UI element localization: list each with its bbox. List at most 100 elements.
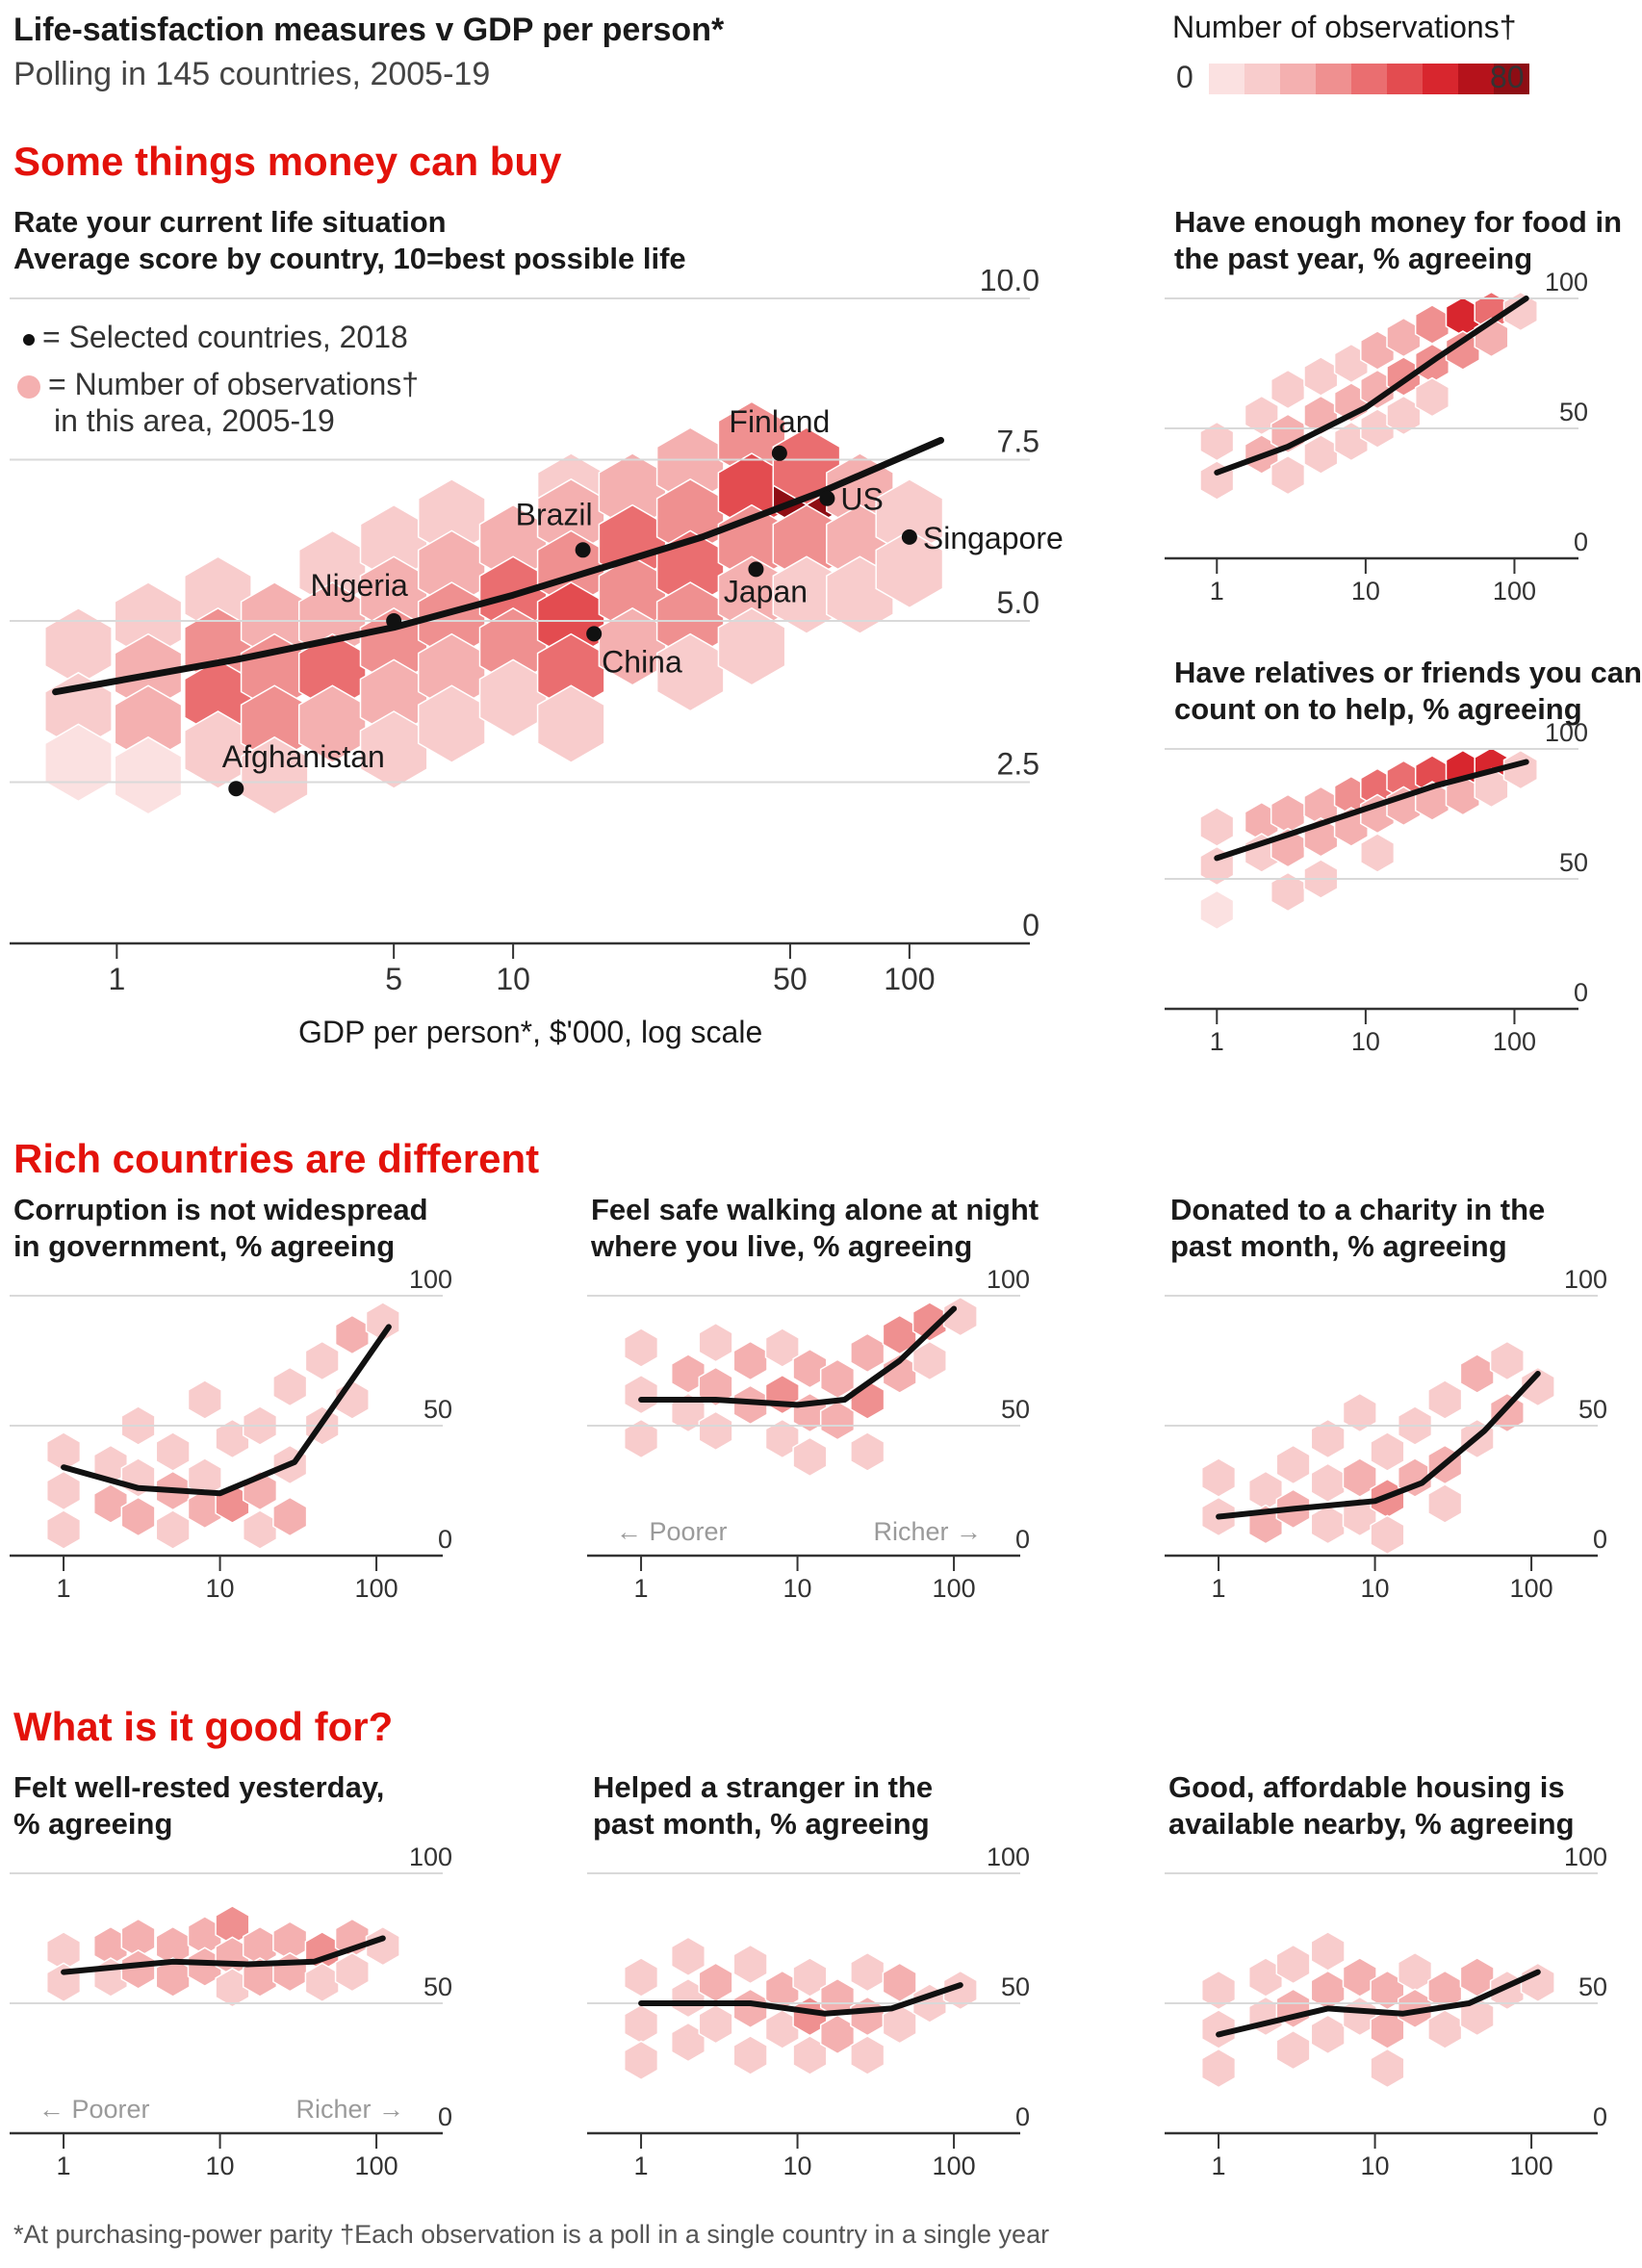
section-heading-money: Some things money can buy bbox=[13, 139, 562, 184]
main-legend-hex: = Number of observations† in this area, … bbox=[17, 366, 419, 439]
y-tick-label: 2.5 bbox=[997, 747, 1039, 782]
y-tick-label: 50 bbox=[1001, 1972, 1030, 2001]
x-tick-label: 10 bbox=[1361, 1574, 1390, 1603]
density-hex bbox=[272, 1951, 308, 1993]
y-tick-label: 0 bbox=[1574, 978, 1588, 1007]
panel-title-line: available nearby, % agreeing bbox=[1168, 1807, 1575, 1841]
trend-line bbox=[638, 1982, 963, 2017]
density-hex bbox=[1199, 889, 1235, 931]
poorer-note: ← Poorer bbox=[616, 1517, 728, 1546]
y-tick-label: 100 bbox=[409, 1843, 452, 1871]
density-hex bbox=[304, 1340, 340, 1381]
trend-line bbox=[1216, 1969, 1541, 2038]
density-hex bbox=[732, 1340, 768, 1381]
density-hex bbox=[155, 1509, 191, 1550]
density-hex bbox=[334, 1951, 370, 1993]
density-hex bbox=[792, 1436, 828, 1478]
x-tick-label: 10 bbox=[783, 2152, 812, 2180]
density-hex bbox=[717, 606, 786, 686]
y-tick-label: 0 bbox=[1593, 1525, 1607, 1554]
y-tick-label: 100 bbox=[987, 1843, 1030, 1871]
legend-swatch-1 bbox=[1244, 64, 1280, 94]
panel-title-friends: Have relatives or friends you can count … bbox=[1174, 655, 1642, 728]
density-hex bbox=[45, 1470, 82, 1511]
density-hex bbox=[1427, 1379, 1463, 1420]
x-tick-label: 1 bbox=[634, 1574, 649, 1603]
chart-subtitle: Polling in 145 countries, 2005-19 bbox=[13, 56, 491, 92]
density-hex bbox=[792, 1348, 828, 1389]
legend-swatch-8 bbox=[1494, 64, 1529, 94]
density-hex bbox=[155, 1431, 191, 1472]
color-legend-min: 0 bbox=[1176, 60, 1193, 94]
trend-line bbox=[61, 1935, 386, 1975]
main-panel-title: Rate your current life situation Average… bbox=[13, 204, 686, 277]
x-tick-label: 1 bbox=[1212, 2152, 1226, 2180]
x-tick-label: 100 bbox=[355, 1574, 398, 1603]
y-tick-label: 50 bbox=[423, 1972, 452, 2001]
density-hex bbox=[623, 2003, 659, 2045]
country-label-nigeria: Nigeria bbox=[310, 568, 408, 603]
x-tick-label: 1 bbox=[1212, 1574, 1226, 1603]
panel-title-line: past month, % agreeing bbox=[593, 1807, 930, 1841]
y-tick-label: 50 bbox=[1559, 848, 1588, 877]
corruption-chart: 0 50 100 1 10 100 bbox=[10, 1265, 452, 1603]
density-hex bbox=[1342, 1392, 1377, 1433]
density-hex bbox=[670, 1392, 706, 1433]
trend-line bbox=[52, 436, 944, 696]
y-tick-label: 5.0 bbox=[997, 585, 1039, 620]
rested-chart: 0 50 100 1 10 100 ← Poorer Richer → bbox=[10, 1843, 452, 2180]
panel-title-line: Donated to a charity in the bbox=[1170, 1193, 1546, 1226]
density-hex bbox=[1200, 2048, 1237, 2089]
density-hex bbox=[698, 1366, 733, 1407]
density-hex bbox=[623, 1374, 659, 1415]
country-label-china: China bbox=[602, 644, 682, 679]
y-tick-label: 100 bbox=[1564, 1843, 1607, 1871]
density-hex bbox=[114, 735, 183, 815]
density-hex bbox=[1370, 1514, 1405, 1556]
x-tick-label: 100 bbox=[355, 2152, 398, 2180]
panel-title-line: where you live, % agreeing bbox=[591, 1229, 973, 1263]
country-label-afghanistan: Afghanistan bbox=[222, 739, 385, 774]
y-tick-label: 50 bbox=[423, 1395, 452, 1424]
x-tick-label: 1 bbox=[57, 1574, 71, 1603]
y-tick-label: 10.0 bbox=[980, 270, 1039, 297]
density-hex bbox=[365, 1925, 400, 1967]
y-tick-label: 100 bbox=[409, 1265, 452, 1294]
main-legend-hex-label2: in this area, 2005-19 bbox=[54, 403, 335, 438]
y-tick-label: 100 bbox=[1545, 270, 1588, 296]
density-hex bbox=[1275, 2029, 1311, 2071]
y-tick-label: 50 bbox=[1001, 1395, 1030, 1424]
density-hex bbox=[764, 1327, 800, 1368]
x-tick-label: 1 bbox=[108, 962, 125, 996]
density-hex bbox=[732, 1944, 768, 1985]
country-point-japan bbox=[748, 561, 764, 578]
density-hex bbox=[1520, 1366, 1555, 1407]
density-hex bbox=[942, 1970, 978, 2011]
density-hex bbox=[1520, 1962, 1555, 2003]
legend-swatch-6 bbox=[1423, 64, 1458, 94]
richer-note: Richer → bbox=[295, 2095, 404, 2124]
density-hex bbox=[1427, 1483, 1463, 1524]
country-label-us: US bbox=[840, 482, 883, 517]
density-hex bbox=[698, 1410, 733, 1452]
density-hex bbox=[1502, 291, 1538, 332]
housing-chart: 0 50 100 1 10 100 bbox=[1165, 1843, 1607, 2180]
density-hex bbox=[272, 1496, 308, 1537]
density-hex bbox=[45, 1509, 82, 1550]
main-x-axis-label: GDP per person*, $'000, log scale bbox=[298, 1015, 763, 1049]
panel-title-rested: Felt well-rested yesterday, % agreeing bbox=[13, 1769, 384, 1843]
trend-line bbox=[1214, 759, 1529, 862]
richer-note: Richer → bbox=[873, 1517, 982, 1546]
x-tick-label: 50 bbox=[773, 962, 808, 996]
x-tick-label: 10 bbox=[206, 1574, 235, 1603]
x-tick-label: 1 bbox=[1210, 1027, 1224, 1056]
footnote: *At purchasing-power parity †Each observ… bbox=[13, 2220, 1050, 2249]
panel-title-line: past month, % agreeing bbox=[1170, 1229, 1507, 1263]
poorer-note: ← Poorer bbox=[38, 2095, 150, 2124]
density-hex bbox=[850, 1431, 885, 1472]
density-hex bbox=[1502, 749, 1538, 790]
country-point-nigeria bbox=[386, 613, 402, 629]
x-tick-label: 1 bbox=[57, 2152, 71, 2180]
y-tick-label: 100 bbox=[1564, 1265, 1607, 1294]
density-hex bbox=[850, 1951, 885, 1993]
